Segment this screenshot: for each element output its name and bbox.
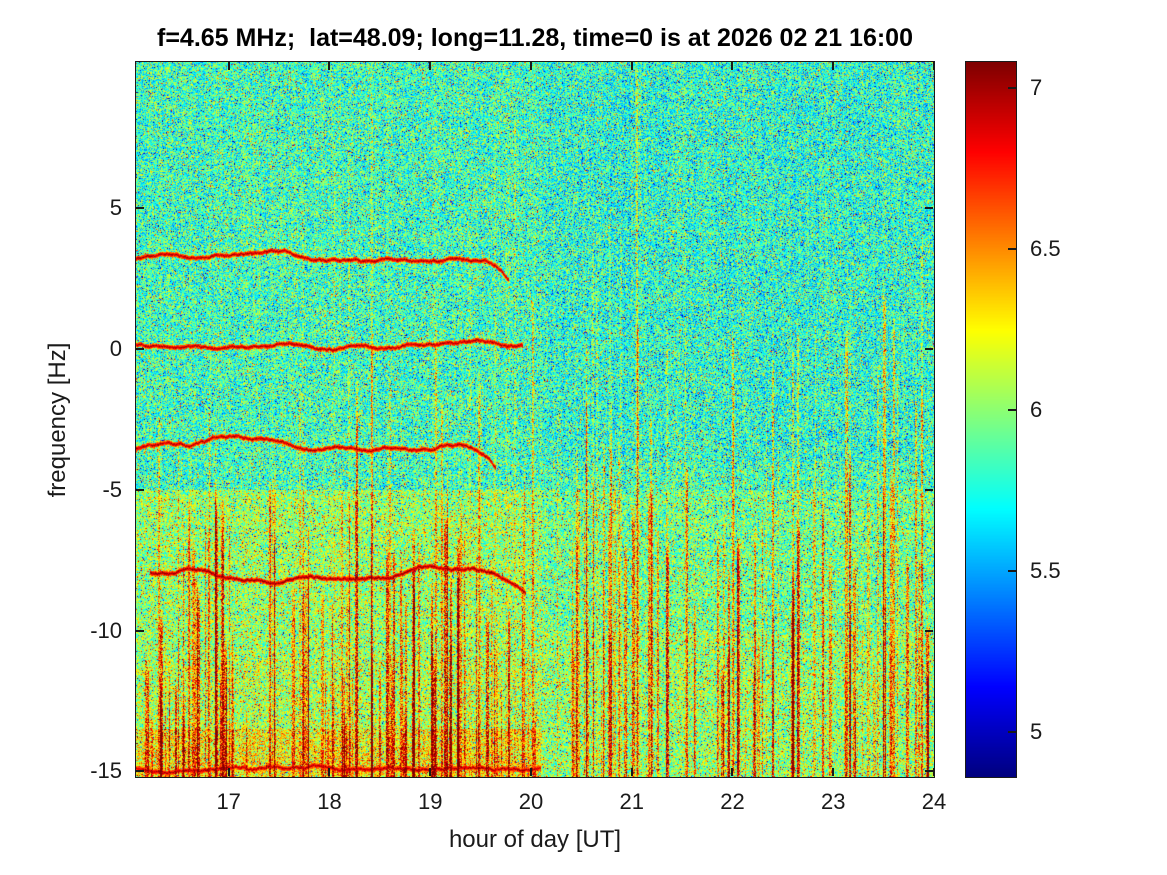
x-tick-mark (832, 62, 835, 70)
colorbar-tick-mark (1008, 86, 1016, 89)
y-tick-label: 5 (109, 195, 122, 221)
x-tick-mark (429, 62, 432, 70)
y-axis-label: frequency [Hz] (44, 342, 71, 498)
x-tick-label: 23 (820, 789, 846, 814)
x-tick-label: 19 (417, 789, 443, 814)
x-tick-mark (933, 62, 935, 70)
colorbar-tick-mark (1008, 569, 1016, 572)
x-tick-label: 20 (518, 789, 544, 814)
y-tick-mark (136, 207, 144, 210)
x-tick-mark (227, 62, 230, 70)
x-tick-label: 21 (619, 789, 644, 814)
y-tick-mark (136, 348, 144, 351)
x-tick-label: 17 (216, 789, 241, 814)
y-tick-mark (136, 770, 144, 773)
x-tick-mark (832, 768, 835, 776)
x-tick-mark (529, 62, 532, 70)
colorbar-tick-mark (1008, 408, 1016, 411)
x-tick-mark (731, 62, 734, 70)
x-tick-label: 18 (317, 789, 342, 814)
spectrogram-heatmap (136, 62, 934, 777)
y-tick-mark (136, 629, 144, 632)
x-tick-mark (429, 768, 432, 776)
x-axis-label: hour of day [UT] (448, 826, 622, 853)
x-tick-mark (630, 62, 633, 70)
x-tick-mark (227, 768, 230, 776)
colorbar-tick-mark (1008, 247, 1016, 250)
x-tick-mark (529, 768, 532, 776)
y-tick-label: -10 (90, 617, 122, 643)
y-tick-mark (136, 488, 144, 491)
x-tick-label: 24 (921, 789, 947, 814)
x-tick-mark (328, 62, 331, 70)
colorbar-tick-label: 6 (1030, 396, 1043, 422)
colorbar-tick-label: 7 (1030, 74, 1043, 100)
y-tick-label: 0 (109, 336, 122, 362)
colorbar-tick-mark (1008, 730, 1016, 733)
plot-title: f=4.65 MHz; lat=48.09; long=11.28, time=… (157, 24, 913, 52)
x-tick-mark (328, 768, 331, 776)
x-tick-mark (630, 768, 633, 776)
x-tick-label: 22 (720, 789, 745, 814)
y-tick-label: -5 (102, 476, 122, 502)
x-tick-mark (731, 768, 734, 776)
x-tick-mark (933, 768, 935, 776)
y-tick-mark (925, 348, 933, 351)
colorbar-tick-label: 5 (1030, 718, 1043, 744)
colorbar-tick-label: 5.5 (1030, 557, 1061, 583)
colorbar-tick-label: 6.5 (1030, 235, 1061, 261)
y-tick-mark (925, 629, 933, 632)
y-tick-mark (925, 207, 933, 210)
y-tick-label: -15 (90, 758, 122, 784)
colorbar (966, 62, 1016, 777)
y-tick-mark (925, 770, 933, 773)
y-tick-mark (925, 488, 933, 491)
